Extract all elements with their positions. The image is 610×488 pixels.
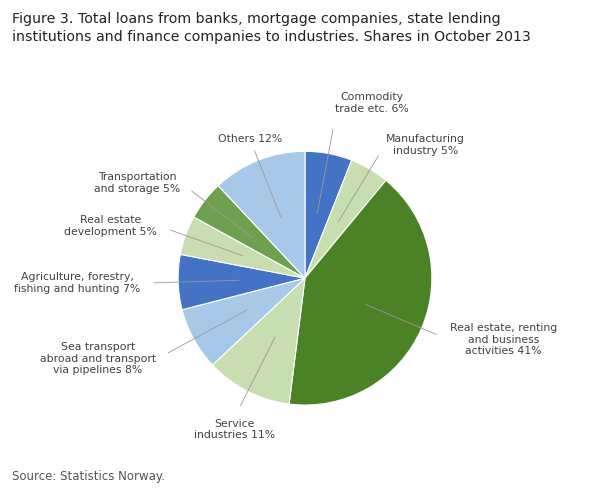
Wedge shape: [218, 151, 305, 278]
Text: Commodity
trade etc. 6%: Commodity trade etc. 6%: [336, 92, 409, 114]
Wedge shape: [181, 217, 305, 278]
Text: Sea transport
abroad and transport
via pipelines 8%: Sea transport abroad and transport via p…: [40, 342, 156, 375]
Wedge shape: [289, 181, 432, 405]
Text: Source: Statistics Norway.: Source: Statistics Norway.: [12, 470, 165, 483]
Text: Transportation
and storage 5%: Transportation and storage 5%: [94, 172, 180, 194]
Text: Real estate
development 5%: Real estate development 5%: [64, 215, 157, 237]
Text: Real estate, renting
and business
activities 41%: Real estate, renting and business activi…: [450, 323, 557, 356]
Wedge shape: [182, 278, 305, 365]
Text: Manufacturing
industry 5%: Manufacturing industry 5%: [386, 134, 465, 156]
Text: Agriculture, forestry,
fishing and hunting 7%: Agriculture, forestry, fishing and hunti…: [14, 272, 140, 294]
Wedge shape: [305, 151, 352, 278]
Text: Service
industries 11%: Service industries 11%: [194, 419, 275, 440]
Text: Others 12%: Others 12%: [218, 134, 282, 144]
Wedge shape: [305, 160, 386, 278]
Text: Figure 3. Total loans from banks, mortgage companies, state lending
institutions: Figure 3. Total loans from banks, mortga…: [12, 12, 531, 44]
Wedge shape: [194, 185, 305, 278]
Wedge shape: [212, 278, 305, 404]
Wedge shape: [178, 254, 305, 310]
